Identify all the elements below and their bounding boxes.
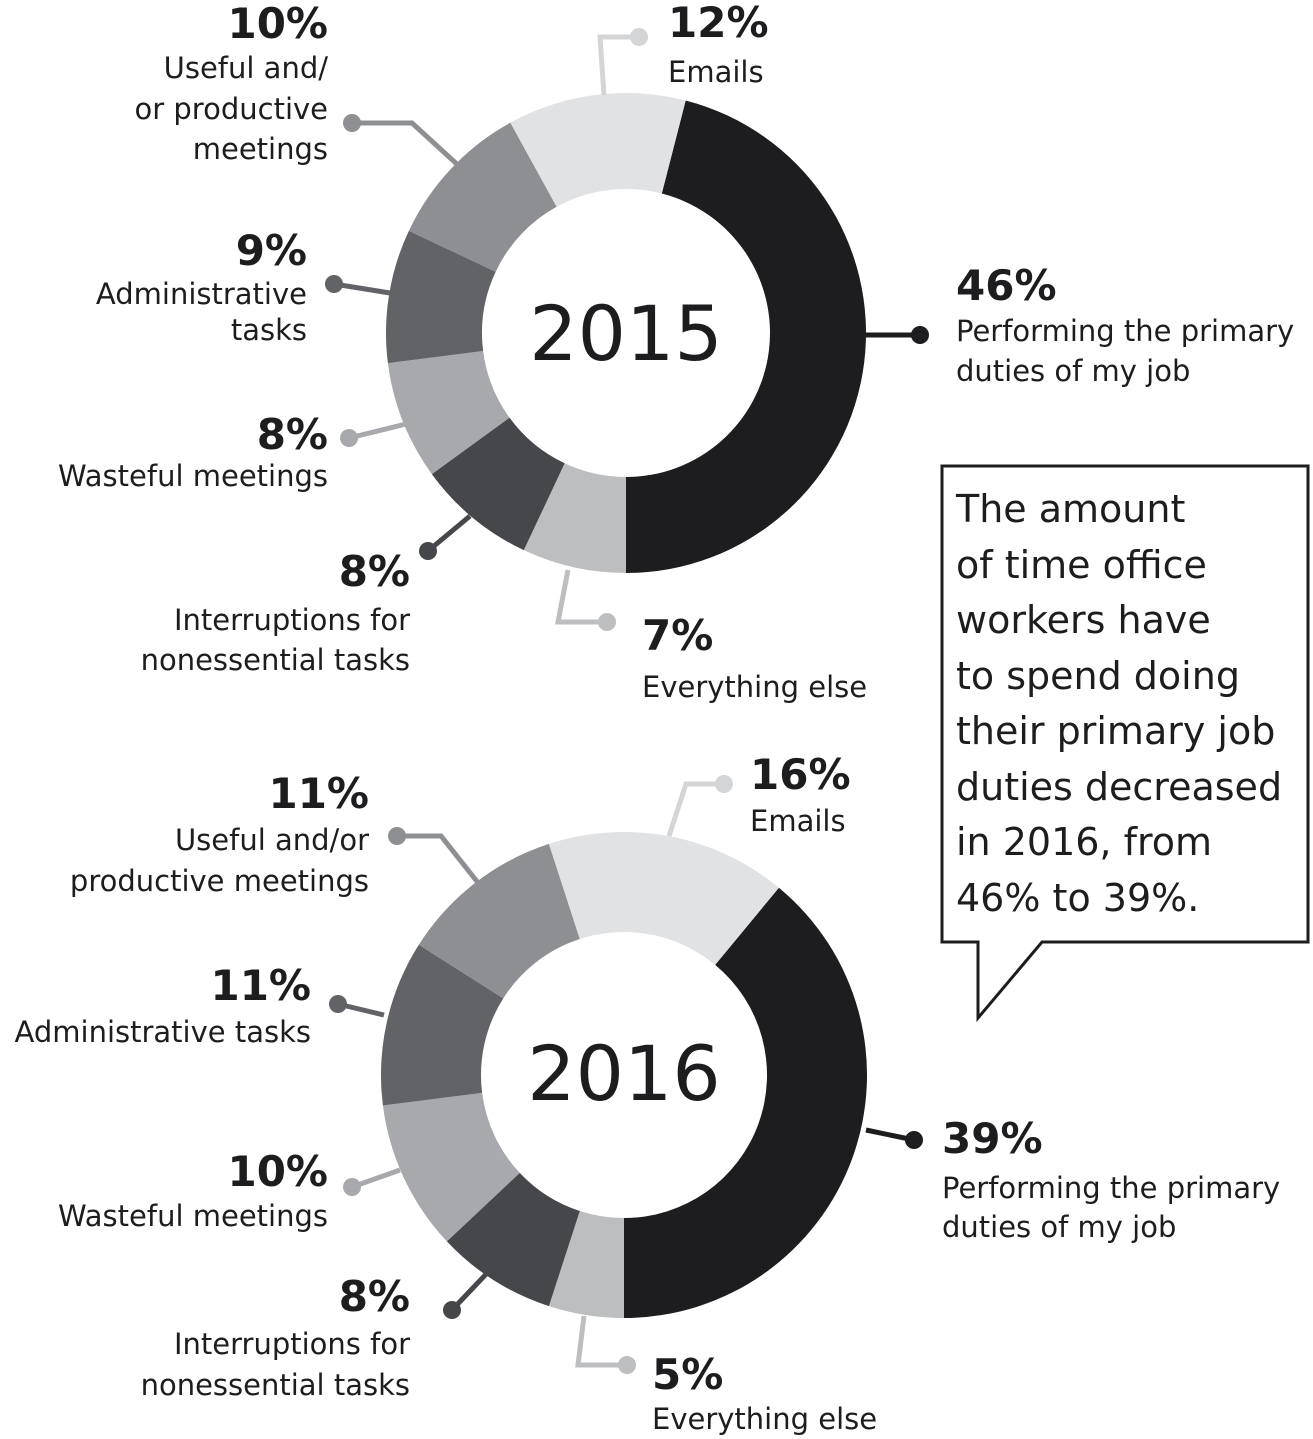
leader-dot xyxy=(388,827,406,845)
slice-label: Administrative tasks xyxy=(15,1015,311,1049)
slice-percent: 8% xyxy=(257,410,328,459)
callout-bubble xyxy=(940,464,1310,1023)
donut-slice xyxy=(381,944,504,1106)
leader-line xyxy=(666,781,724,837)
slice-label: duties of my job xyxy=(942,1210,1176,1244)
donut-slice xyxy=(408,122,557,272)
chart-year-label: 2016 xyxy=(527,1029,720,1118)
slice-label: tasks xyxy=(231,313,307,347)
slice-percent: 39% xyxy=(942,1114,1043,1163)
chart-year-label: 2015 xyxy=(529,289,722,378)
slice-percent: 7% xyxy=(642,611,713,660)
leader-dot xyxy=(630,28,648,46)
slice-percent: 11% xyxy=(210,961,311,1010)
donut-slice xyxy=(387,351,510,475)
slice-label: Everything else xyxy=(652,1402,877,1436)
donut-slice xyxy=(510,93,686,207)
slice-label: Useful and/or xyxy=(175,823,369,857)
callout-text: The amount of time office workers have t… xyxy=(956,487,1283,920)
slice-label: Administrative xyxy=(96,277,307,311)
leader-line xyxy=(597,34,639,96)
slice-label: Useful and/ xyxy=(164,51,329,85)
slice-percent: 8% xyxy=(339,1272,410,1321)
leader-line xyxy=(575,1315,627,1368)
slice-label: Interruptions for xyxy=(174,603,410,637)
slice-label: duties of my job xyxy=(956,354,1190,388)
slice-label: nonessential tasks xyxy=(141,643,410,677)
donut-slice xyxy=(624,887,868,1318)
donut-slice xyxy=(548,1211,624,1318)
slice-percent: 12% xyxy=(668,0,769,47)
donut-slice xyxy=(382,1092,520,1242)
leader-dot xyxy=(715,775,733,793)
leader-line xyxy=(348,421,407,441)
slice-percent: 9% xyxy=(236,226,307,275)
slice-label: Performing the primary xyxy=(942,1171,1280,1205)
donut-slice xyxy=(418,843,580,999)
leader-dot xyxy=(329,995,347,1013)
leader-dot xyxy=(325,275,343,293)
donut-slice xyxy=(446,1172,580,1307)
slice-percent: 16% xyxy=(750,750,851,799)
leader-line xyxy=(450,1268,492,1312)
slice-label: nonessential tasks xyxy=(141,1368,410,1402)
leader-line xyxy=(333,281,391,296)
leader-dot xyxy=(343,1178,361,1196)
slice-label: Emails xyxy=(750,804,846,838)
slice-label: or productive xyxy=(135,92,328,126)
slice-percent: 46% xyxy=(956,261,1057,310)
slice-percent: 10% xyxy=(227,1147,328,1196)
leader-dot xyxy=(598,613,616,631)
slice-percent: 8% xyxy=(339,547,410,596)
callout-box: The amount of time office workers have t… xyxy=(942,466,1308,942)
slice-label: Emails xyxy=(668,55,764,89)
leader-dot xyxy=(911,326,929,344)
leader-dot xyxy=(419,542,437,560)
slice-label: Wasteful meetings xyxy=(58,459,328,493)
slice-percent: 11% xyxy=(268,769,369,818)
slice-label: Interruptions for xyxy=(174,1327,410,1361)
donut-slice xyxy=(523,463,626,573)
slice-label: Everything else xyxy=(642,670,867,704)
slice-label: Wasteful meetings xyxy=(58,1199,328,1233)
donut-slice xyxy=(626,100,867,573)
slice-label: meetings xyxy=(193,132,328,166)
leader-dot xyxy=(343,114,361,132)
leader-line xyxy=(426,514,472,553)
slice-percent: 5% xyxy=(652,1350,723,1399)
donut-slice xyxy=(548,832,779,965)
donut-slice xyxy=(386,230,496,364)
leader-dot xyxy=(905,1131,923,1149)
leader-dot xyxy=(443,1301,461,1319)
leader-dot xyxy=(618,1356,636,1374)
leader-line xyxy=(397,833,481,886)
donut-slice xyxy=(431,417,565,551)
leader-dot xyxy=(340,429,358,447)
slice-percent: 10% xyxy=(227,0,328,48)
slice-label: Performing the primary xyxy=(956,314,1294,348)
leader-line xyxy=(352,120,461,168)
leader-line xyxy=(554,569,607,625)
slice-label: productive meetings xyxy=(70,864,369,898)
